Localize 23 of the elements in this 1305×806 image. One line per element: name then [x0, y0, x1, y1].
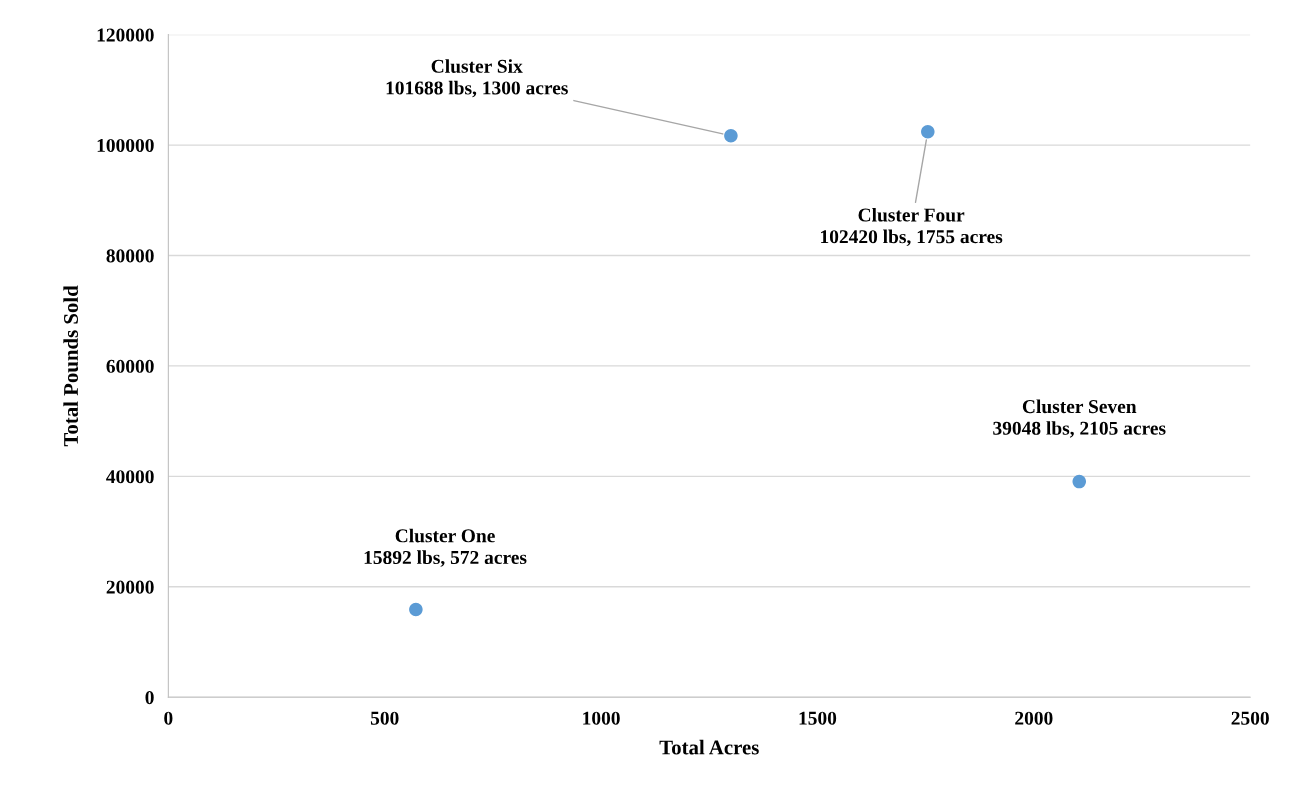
y-tick-label: 20000 — [106, 580, 154, 594]
y-tick-label: 40000 — [106, 470, 154, 484]
annotation: Cluster Four 102420 lbs, 1755 acres — [821, 207, 1003, 247]
y-axis-title: Total Pounds Sold — [63, 285, 79, 447]
x-tick-label: 2500 — [1231, 711, 1269, 725]
annotation: Cluster Seven 39048 lbs, 2105 acres — [993, 399, 1166, 438]
y-tick-label: 80000 — [106, 249, 154, 263]
point — [1072, 474, 1087, 489]
point — [409, 602, 423, 617]
y-tick-label: 120000 — [97, 28, 154, 42]
y-tick-label: 100000 — [97, 138, 154, 153]
x-tick-label: 2000 — [1015, 711, 1053, 725]
x-tick-label: 0 — [164, 711, 173, 725]
annotation: Cluster Six 101688 lbs, 1300 acres — [386, 59, 568, 98]
x-tick-label: 1000 — [583, 711, 620, 725]
point — [921, 124, 935, 139]
y-tick-label: 0 — [145, 691, 154, 705]
point — [724, 128, 738, 143]
x-tick-label: 1500 — [799, 711, 837, 725]
annotation: Cluster One 15892 lbs, 572 acres — [364, 528, 527, 567]
y-tick-label: 60000 — [106, 359, 154, 373]
x-tick-label: 500 — [370, 711, 399, 725]
x-axis-title: Total Acres — [659, 739, 759, 755]
